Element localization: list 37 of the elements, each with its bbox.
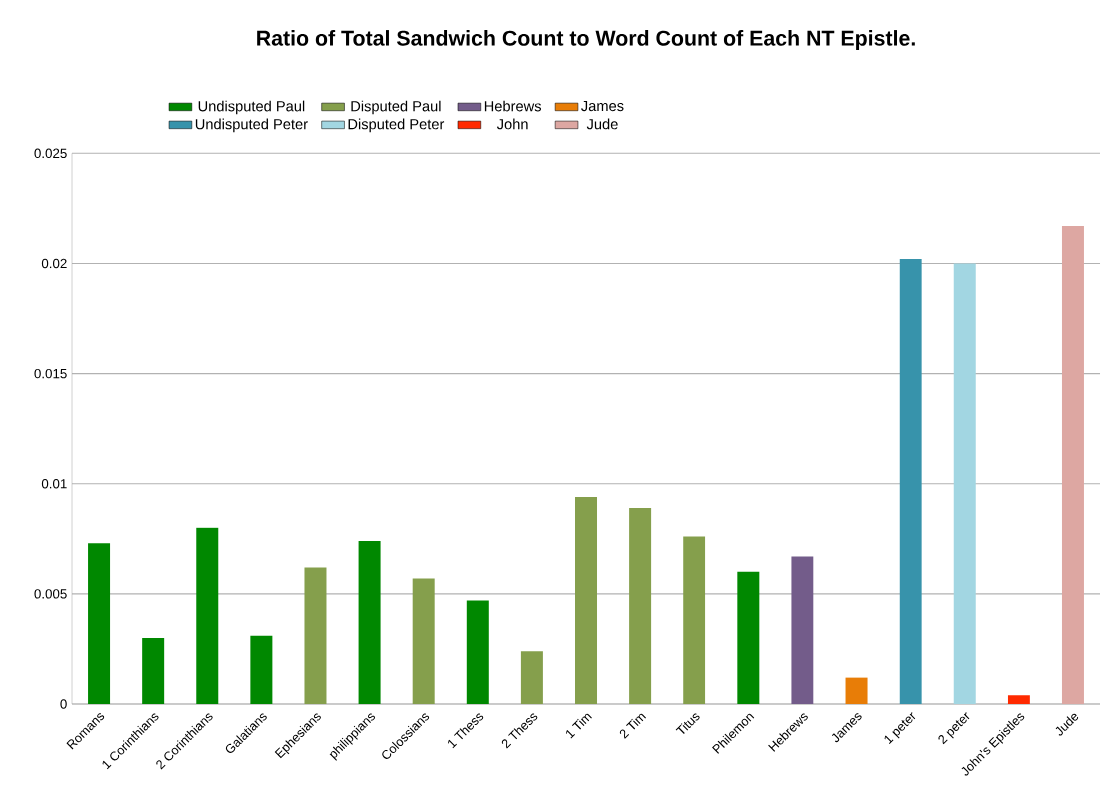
chart-title: Ratio of Total Sandwich Count to Word Count of Each NT Epistle.: [257, 30, 915, 50]
bar: [953, 263, 976, 704]
y-tick-label: 0.01: [41, 479, 67, 489]
bar: [412, 578, 435, 704]
legend-label: Disputed Peter: [348, 118, 445, 133]
bar: [629, 507, 652, 704]
y-tick-label: 0.015: [34, 368, 67, 379]
bar: [304, 567, 327, 704]
bar: [88, 543, 111, 704]
bar: [142, 637, 165, 704]
bar: [1061, 226, 1084, 704]
bar: [575, 496, 598, 704]
y-tick-label: 0.02: [41, 258, 67, 269]
bar: [358, 541, 381, 704]
legend-label: Hebrews: [484, 100, 542, 112]
bar: [899, 259, 922, 704]
legend-label: Undisputed Peter: [195, 118, 308, 133]
bar: [520, 651, 543, 704]
bar: [845, 677, 868, 704]
bar: [196, 527, 219, 704]
legend-label: Jude: [586, 118, 618, 130]
bar: [1007, 695, 1030, 704]
bar: [466, 600, 489, 704]
bar: [737, 571, 760, 704]
legend-label: Disputed Paul: [351, 100, 441, 115]
bar: [683, 536, 706, 704]
y-tick-label: 0: [60, 699, 67, 709]
bar: [250, 635, 273, 704]
x-tick-label: Titus: [675, 713, 700, 734]
x-tick-label: 2 Tim: [619, 713, 647, 739]
y-tick-label: 0.025: [34, 148, 67, 159]
y-tick-label: 0.005: [34, 589, 67, 599]
bar: [791, 556, 814, 704]
legend-label: John: [496, 118, 528, 130]
legend-label: Undisputed Paul: [198, 100, 305, 115]
x-tick-label: 1 Tim: [566, 713, 592, 739]
legend-label: James: [581, 100, 624, 112]
